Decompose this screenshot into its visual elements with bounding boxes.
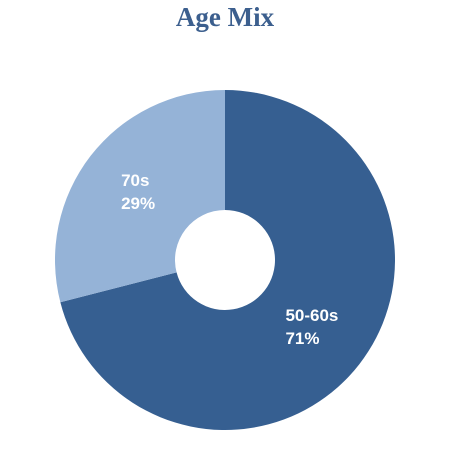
slice-label: 50-60s bbox=[285, 306, 338, 325]
donut-slice bbox=[54, 90, 225, 303]
slice-value-label: 71% bbox=[285, 329, 319, 348]
slice-label: 70s bbox=[121, 171, 149, 190]
slice-value-label: 29% bbox=[121, 194, 155, 213]
donut-slice bbox=[60, 90, 396, 430]
chart-title: Age Mix bbox=[176, 2, 275, 32]
